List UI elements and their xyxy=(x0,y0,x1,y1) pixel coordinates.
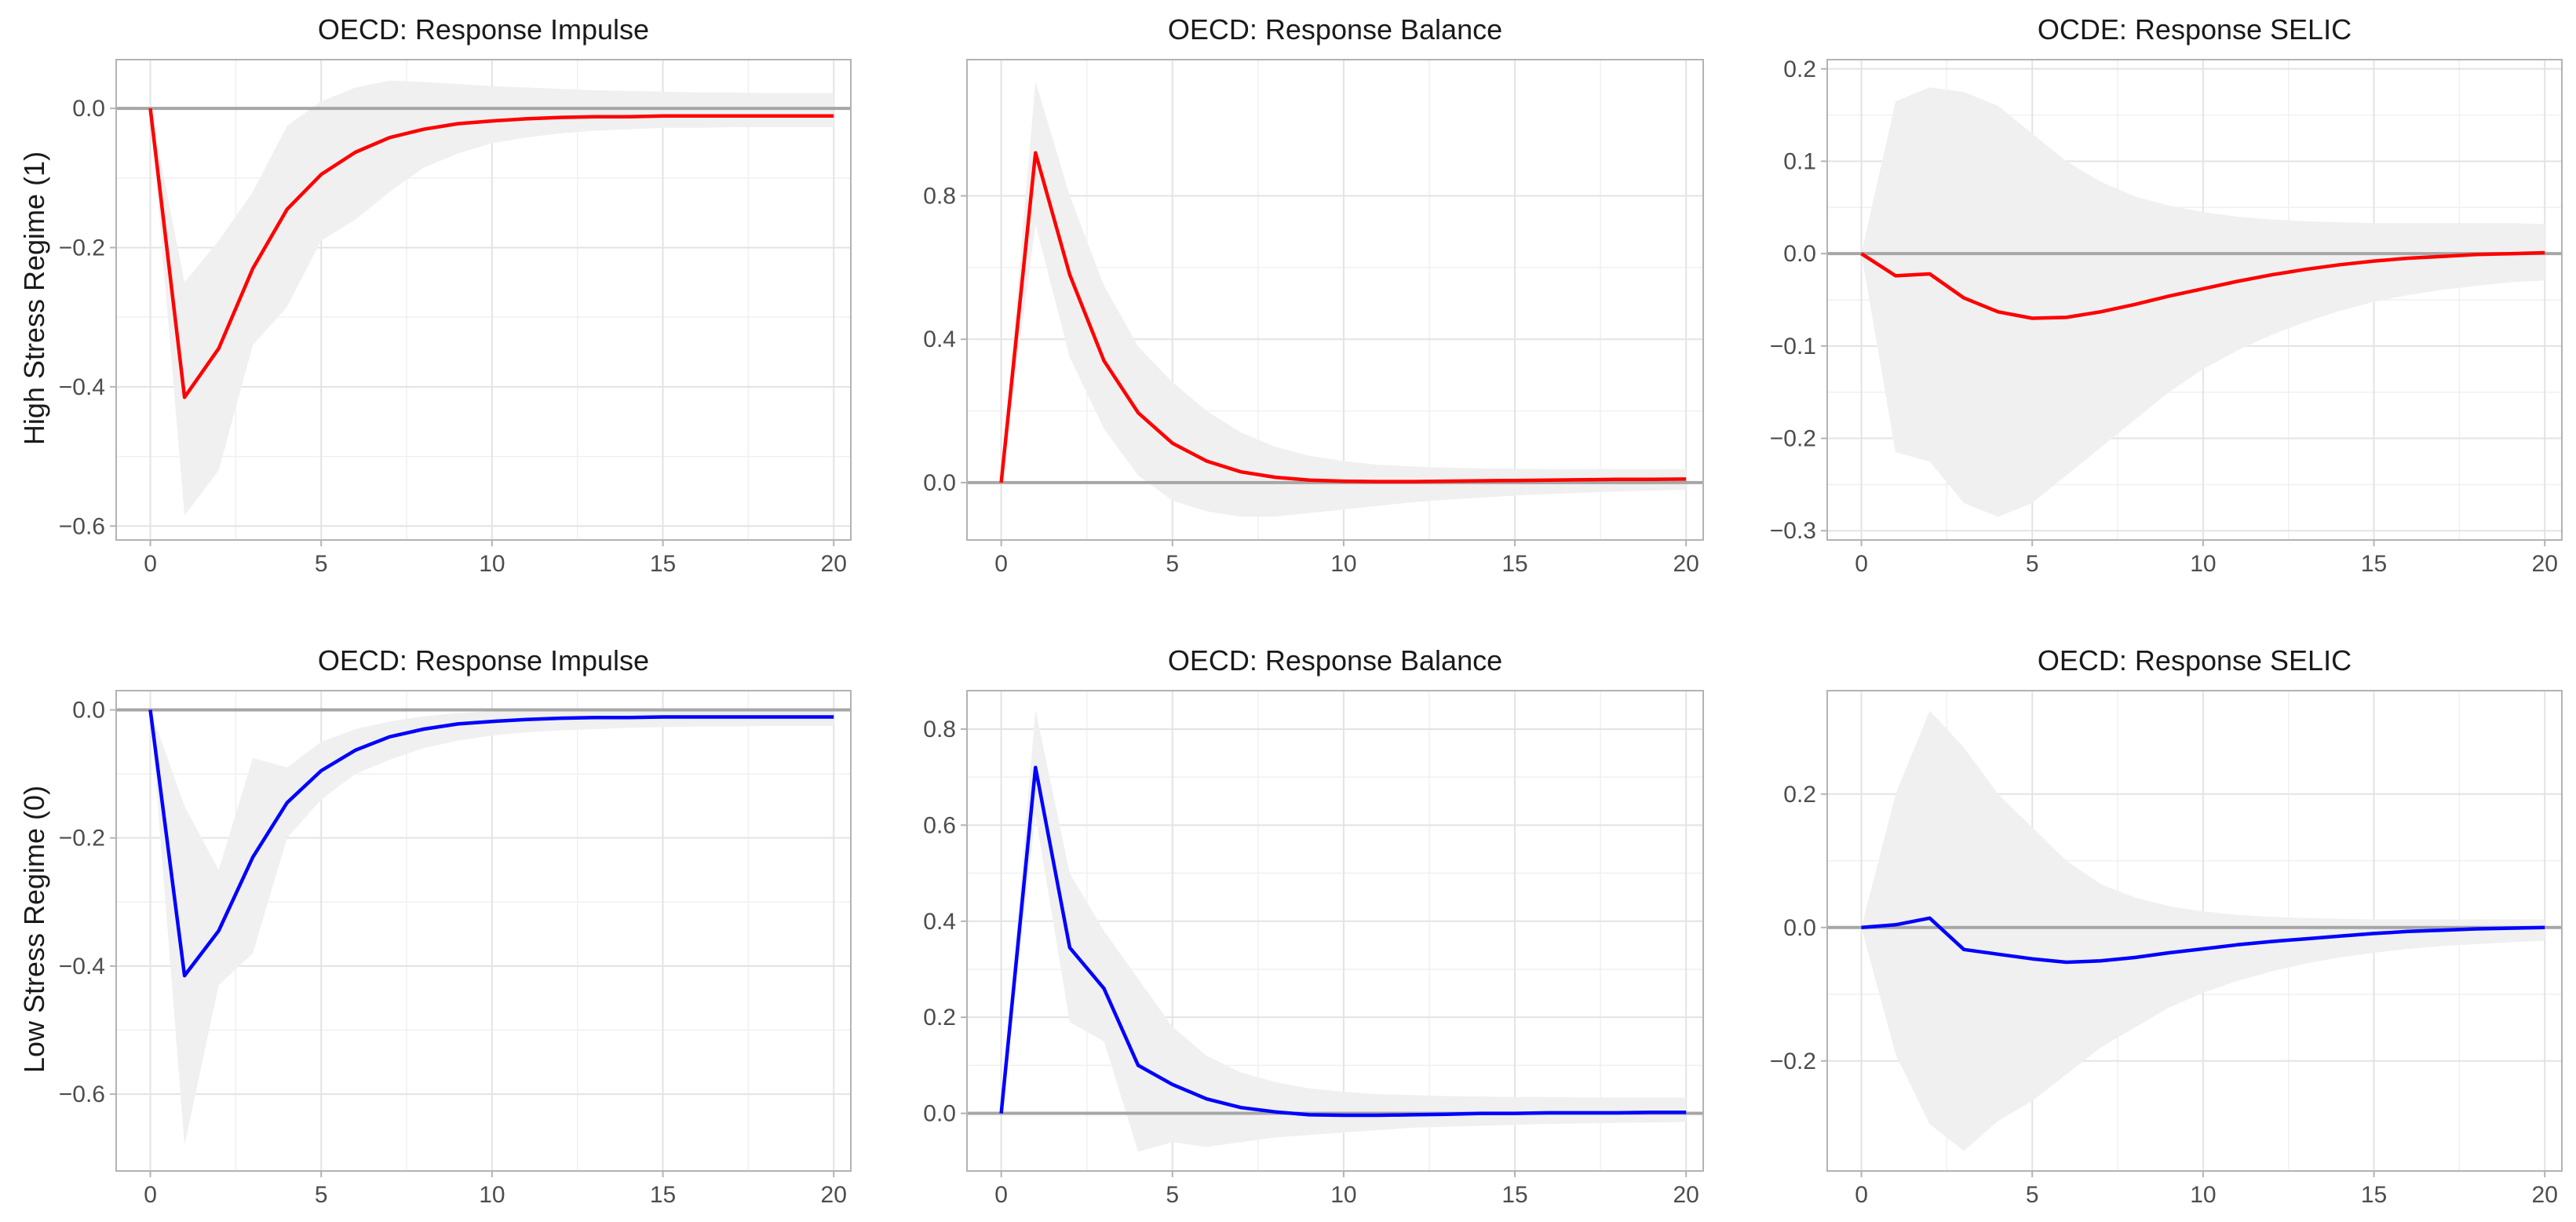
panel-4-x-tick-label: 15 xyxy=(650,1182,676,1208)
panels-grid: 0 5 10 15 20 −0.6 −0.4 −0.2 0.0 OECD: Response Im… xyxy=(59,13,2563,1208)
panel-1-border xyxy=(115,59,852,541)
panel-2-confidence-band xyxy=(1001,81,1687,517)
panel-4-x-tick-label: 5 xyxy=(315,1182,328,1208)
panel-5-x-tick-label: 5 xyxy=(1166,1182,1179,1208)
panel-3-y-tick-label: −0.2 xyxy=(1770,426,1816,452)
panel-5-y-tick-label: 0.0 xyxy=(923,1101,956,1127)
panel-4-y-tick-label: −0.4 xyxy=(59,954,105,979)
panel-1-y-tick-label: −0.4 xyxy=(59,374,105,400)
panel-2: 0 5 10 15 20 0.0 0.4 0.8 OECD: Response Balance xyxy=(923,13,1704,577)
panel-2-x-tick-label: 10 xyxy=(1330,551,1356,577)
panel-3-y-tick-label: −0.3 xyxy=(1770,518,1816,544)
panel-2-y-tick-label: 0.8 xyxy=(923,184,956,210)
panel-4-border xyxy=(115,690,852,1172)
panel-4: 0 5 10 15 20 −0.6 −0.4 −0.2 0.0 OECD: Response Im… xyxy=(59,644,852,1208)
panel-5: 0 5 10 15 20 0.0 0.2 0.4 0.6 0.8 OECD: Response Ba… xyxy=(923,644,1704,1208)
panel-6-title: OECD: Response SELIC xyxy=(2038,644,2352,677)
panel-6-x-tick-label: 15 xyxy=(2361,1182,2387,1208)
panel-1-response-line xyxy=(148,108,834,399)
panel-6-border xyxy=(1826,690,2563,1172)
panel-6-x-tick-label: 5 xyxy=(2026,1182,2039,1208)
panel-6-x-tick-label: 20 xyxy=(2532,1182,2558,1208)
panel-4-x-tick-label: 20 xyxy=(821,1182,847,1208)
panel-3-title: OCDE: Response SELIC xyxy=(2038,13,2352,46)
panel-2-y-tick-label: 0.0 xyxy=(923,470,956,496)
panel-6-y-tick-label: 0.0 xyxy=(1783,915,1816,941)
panel-1-x-tick-label: 0 xyxy=(144,551,157,577)
panel-2-x-tick-label: 5 xyxy=(1166,551,1179,577)
panel-1-x-tick-label: 15 xyxy=(650,551,676,577)
panel-1-y-tick-label: 0.0 xyxy=(72,96,105,122)
panel-2-y-tick-label: 0.4 xyxy=(923,326,956,352)
panel-5-response-line xyxy=(999,765,1687,1118)
panel-6-response-line xyxy=(1861,916,2545,965)
panel-2-border xyxy=(966,59,1704,541)
panel-3-confidence-band xyxy=(1861,87,2545,517)
panel-4-y-tick-label: −0.2 xyxy=(59,826,105,852)
panel-4-y-tick-label: 0.0 xyxy=(72,697,105,723)
panel-3-x-tick-label: 5 xyxy=(2026,551,2039,577)
panel-2-x-tick-label: 0 xyxy=(994,551,1008,577)
panel-1-confidence-band xyxy=(150,80,834,516)
panel-3-response-line xyxy=(1860,250,2545,320)
panel-4-title: OECD: Response Impulse xyxy=(318,644,649,677)
panel-4-y-tick-label: −0.6 xyxy=(59,1082,105,1107)
panel-2-response-line xyxy=(999,151,1687,483)
panel-1-x-tick-label: 5 xyxy=(315,551,328,577)
panel-4-x-tick-label: 0 xyxy=(144,1182,157,1208)
panel-5-x-tick-label: 20 xyxy=(1673,1182,1698,1208)
panel-5-y-tick-label: 0.8 xyxy=(923,717,956,742)
panel-1-title: OECD: Response Impulse xyxy=(318,13,649,46)
panel-3-x-tick-label: 15 xyxy=(2361,551,2387,577)
panel-5-title: OECD: Response Balance xyxy=(1168,644,1502,677)
panel-6: 0 5 10 15 20 −0.2 0.0 0.2 OECD: Response SELIC xyxy=(1770,644,2563,1208)
panel-1-y-tick-label: −0.6 xyxy=(59,513,105,539)
row-label-high: High Stress Regime (1) xyxy=(18,151,50,445)
panel-2-x-tick-label: 15 xyxy=(1501,551,1527,577)
panel-3-x-tick-label: 0 xyxy=(1855,551,1868,577)
panel-3-border xyxy=(1826,59,2563,541)
row-label-low: Low Stress Regime (0) xyxy=(18,786,50,1073)
panel-5-border xyxy=(966,690,1704,1172)
panel-6-x-tick-label: 10 xyxy=(2190,1182,2216,1208)
panel-3-y-tick-label: 0.1 xyxy=(1783,148,1816,174)
panel-6-y-tick-label: 0.2 xyxy=(1783,782,1816,808)
panel-4-x-tick-label: 10 xyxy=(479,1182,505,1208)
panel-6-x-tick-label: 0 xyxy=(1855,1182,1868,1208)
panel-1-x-tick-label: 10 xyxy=(479,551,505,577)
panel-3-y-tick-label: −0.1 xyxy=(1770,334,1816,359)
panel-5-x-tick-label: 15 xyxy=(1501,1182,1527,1208)
panel-1-x-tick-label: 20 xyxy=(821,551,847,577)
panel-5-y-tick-label: 0.2 xyxy=(923,1005,956,1030)
panel-1: 0 5 10 15 20 −0.6 −0.4 −0.2 0.0 OECD: Response Im… xyxy=(59,13,852,577)
panel-5-x-tick-label: 0 xyxy=(994,1182,1008,1208)
panel-6-y-tick-label: −0.2 xyxy=(1770,1049,1816,1074)
panel-3: 0 5 10 15 20 −0.3 −0.2 −0.1 0.0 0.1 0.2 OCDE: Respo… xyxy=(1770,13,2563,577)
panel-5-y-tick-label: 0.4 xyxy=(923,909,956,935)
panel-3-x-tick-label: 10 xyxy=(2190,551,2216,577)
panel-2-title: OECD: Response Balance xyxy=(1168,13,1502,46)
panel-3-x-tick-label: 20 xyxy=(2532,551,2558,577)
panel-3-y-tick-label: 0.2 xyxy=(1783,57,1816,82)
panel-4-response-line xyxy=(148,709,834,978)
panel-5-x-tick-label: 10 xyxy=(1330,1182,1356,1208)
panel-3-y-tick-label: 0.0 xyxy=(1783,241,1816,267)
panel-1-y-tick-label: −0.2 xyxy=(59,235,105,261)
panel-6-confidence-band xyxy=(1861,710,2545,1151)
panel-5-confidence-band xyxy=(1001,709,1687,1152)
panel-5-y-tick-label: 0.6 xyxy=(923,812,956,838)
panel-2-x-tick-label: 20 xyxy=(1673,551,1698,577)
